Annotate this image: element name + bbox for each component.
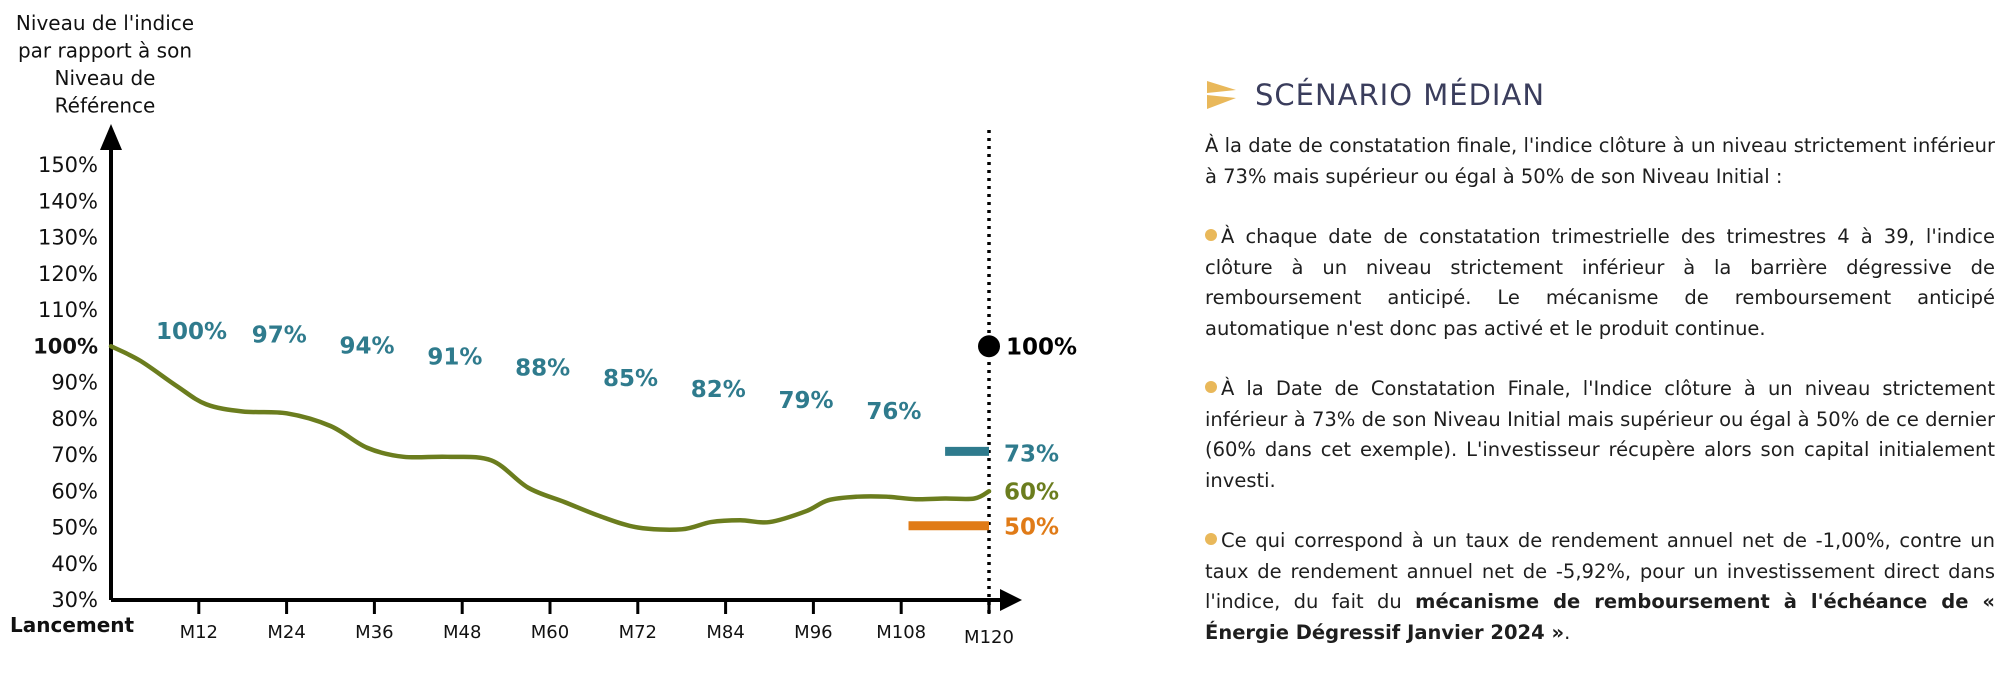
x-tick-label: M36 (355, 622, 393, 643)
y-tick-label: 30% (51, 588, 98, 612)
bullet-3-text: Ce qui correspond à un taux de rendement… (1205, 529, 1995, 613)
barrier-label: 88% (515, 355, 570, 381)
x-tick-label: M108 (876, 622, 926, 643)
barrier-label: 85% (603, 366, 658, 392)
x-tick-label: M96 (794, 622, 832, 643)
bullet-dot-icon (1205, 533, 1217, 545)
barrier-label: 82% (691, 377, 746, 403)
y-tick-label: 150% (38, 153, 98, 177)
final-autocall-label: 100% (1006, 334, 1077, 360)
barrier-label: 76% (866, 399, 921, 425)
y-tick-label: 100% (33, 334, 98, 358)
scenario-title: SCÉNARIO MÉDIAN (1255, 78, 1546, 112)
y-tick-label: 110% (38, 298, 98, 322)
x-tick-label: M60 (531, 622, 569, 643)
y-tick-label: 70% (51, 443, 98, 467)
x-tick-label: M12 (180, 622, 218, 643)
y-tick-label: 80% (51, 407, 98, 431)
final-barrier-label: 73% (1004, 441, 1059, 467)
chevron-arrow-icon (1207, 81, 1236, 109)
barrier-label: 97% (252, 323, 307, 349)
bullet-paragraph-3: Ce qui correspond à un taux de rendement… (1205, 526, 1995, 648)
barrier-label: 79% (779, 388, 834, 414)
y-axis-label: Niveau de l'indice par rapport à son Nivea… (16, 11, 194, 118)
bullet-dot-icon (1205, 381, 1217, 393)
y-tick-label: 130% (38, 226, 98, 250)
barrier-label: 94% (340, 334, 395, 360)
x-tick-label: M24 (267, 622, 305, 643)
bullet-paragraph-1: À chaque date de constatation trimestrie… (1205, 222, 1995, 344)
x-tick-label: M84 (706, 622, 744, 643)
x-tick-label: M72 (619, 622, 657, 643)
scenario-panel: SCÉNARIO MÉDIAN À la date de constatatio… (1205, 75, 1995, 678)
index-series-line (108, 344, 992, 532)
final-autocall-dot (978, 335, 1000, 358)
bullet-2-text: À la Date de Constatation Finale, l'Indi… (1205, 377, 1995, 492)
bullet-3-bold-text: mécanisme de remboursement à l'échéance … (1205, 590, 1995, 644)
y-tick-label: 140% (38, 189, 98, 213)
bullet-paragraph-2: À la Date de Constatation Finale, l'Indi… (1205, 374, 1995, 496)
bullet-dot-icon (1205, 229, 1217, 241)
y-tick-label: 50% (51, 516, 98, 540)
scenario-title-row: SCÉNARIO MÉDIAN (1205, 75, 1995, 115)
y-tick-label: 60% (51, 479, 98, 503)
chart: Niveau de l'indice par rapport à son Nivea… (10, 11, 1077, 648)
y-axis-arrow-icon (100, 124, 122, 150)
x-axis-label: Lancement (10, 613, 135, 637)
bullet-1-text: À chaque date de constatation trimestrie… (1205, 225, 1995, 340)
final-barrier-label: 50% (1004, 515, 1059, 541)
y-tick-label: 90% (51, 371, 98, 395)
y-tick-label: 120% (38, 262, 98, 286)
x-axis-arrow-icon (1000, 589, 1022, 611)
final-index-label: 60% (1004, 479, 1059, 505)
intro-paragraph: À la date de constatation finale, l'indi… (1205, 134, 1995, 188)
y-tick-label: 40% (51, 552, 98, 576)
barrier-label: 91% (427, 344, 482, 370)
bullet-3-end: . (1564, 620, 1571, 644)
x-tick-label: M120 (964, 627, 1014, 648)
x-tick-label: M48 (443, 622, 481, 643)
barrier-label: 100% (156, 319, 227, 345)
